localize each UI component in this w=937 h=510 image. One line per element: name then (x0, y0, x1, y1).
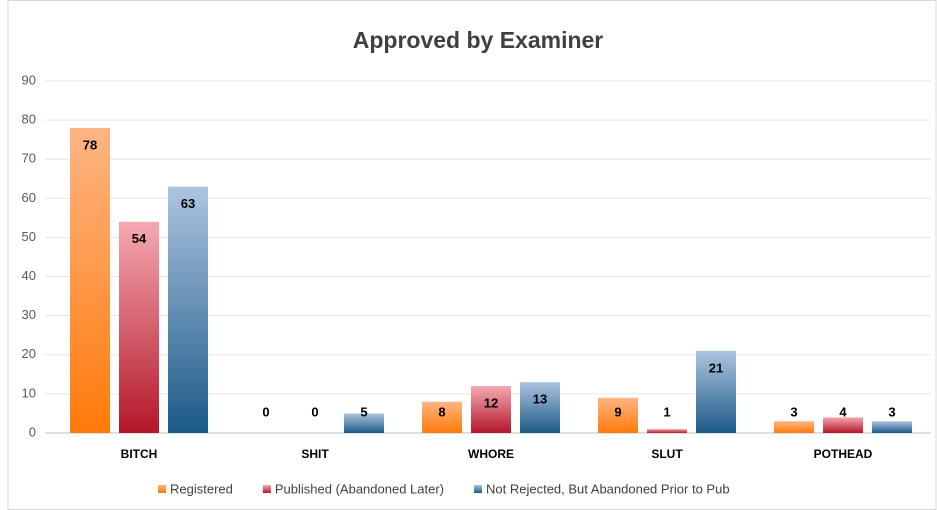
x-tick-label: BITCH (121, 447, 158, 461)
x-tick-label: POTHEAD (814, 447, 873, 461)
bar (823, 417, 863, 433)
data-label: 78 (83, 137, 97, 152)
data-label: 8 (438, 404, 445, 419)
legend-swatch (158, 485, 166, 493)
data-label: 3 (888, 404, 895, 419)
y-tick-label: 20 (22, 346, 36, 361)
x-tick-label: SLUT (651, 447, 683, 461)
y-tick-label: 70 (22, 151, 36, 166)
data-label: 9 (614, 404, 621, 419)
data-label: 12 (484, 396, 498, 411)
y-tick-label: 30 (22, 307, 36, 322)
data-label: 63 (181, 196, 195, 211)
data-label: 0 (262, 404, 269, 419)
bar (520, 382, 560, 433)
bar (70, 127, 110, 433)
y-tick-label: 90 (22, 72, 36, 87)
y-tick-label: 10 (22, 385, 36, 400)
bar (422, 401, 462, 433)
bar (647, 429, 687, 433)
bar (598, 397, 638, 433)
data-label: 5 (360, 404, 367, 419)
chart-title: Approved by Examiner (353, 27, 604, 53)
legend-label: Not Rejected, But Abandoned Prior to Pub (486, 481, 730, 496)
data-label: 0 (311, 404, 318, 419)
legend-label: Registered (170, 481, 233, 496)
bar (774, 421, 814, 433)
x-tick-label: SHIT (301, 447, 329, 461)
data-label: 54 (132, 231, 147, 246)
data-label: 21 (709, 360, 723, 375)
legend-label: Published (Abandoned Later) (275, 481, 444, 496)
y-tick-label: 60 (22, 190, 36, 205)
data-label: 3 (790, 404, 797, 419)
legend-swatch (474, 485, 482, 493)
data-label: 13 (533, 392, 547, 407)
data-label: 1 (663, 404, 670, 419)
bar (344, 413, 384, 433)
y-tick-label: 40 (22, 268, 36, 283)
legend-swatch (262, 485, 271, 493)
bar (471, 386, 511, 433)
y-tick-label: 80 (22, 112, 36, 127)
y-tick-label: 50 (22, 229, 36, 244)
bar (696, 350, 736, 433)
bar (119, 221, 159, 433)
x-tick-label: WHORE (468, 447, 514, 461)
y-tick-label: 0 (29, 424, 36, 439)
bar (872, 421, 912, 433)
data-label: 4 (839, 404, 847, 419)
bar (168, 186, 208, 433)
